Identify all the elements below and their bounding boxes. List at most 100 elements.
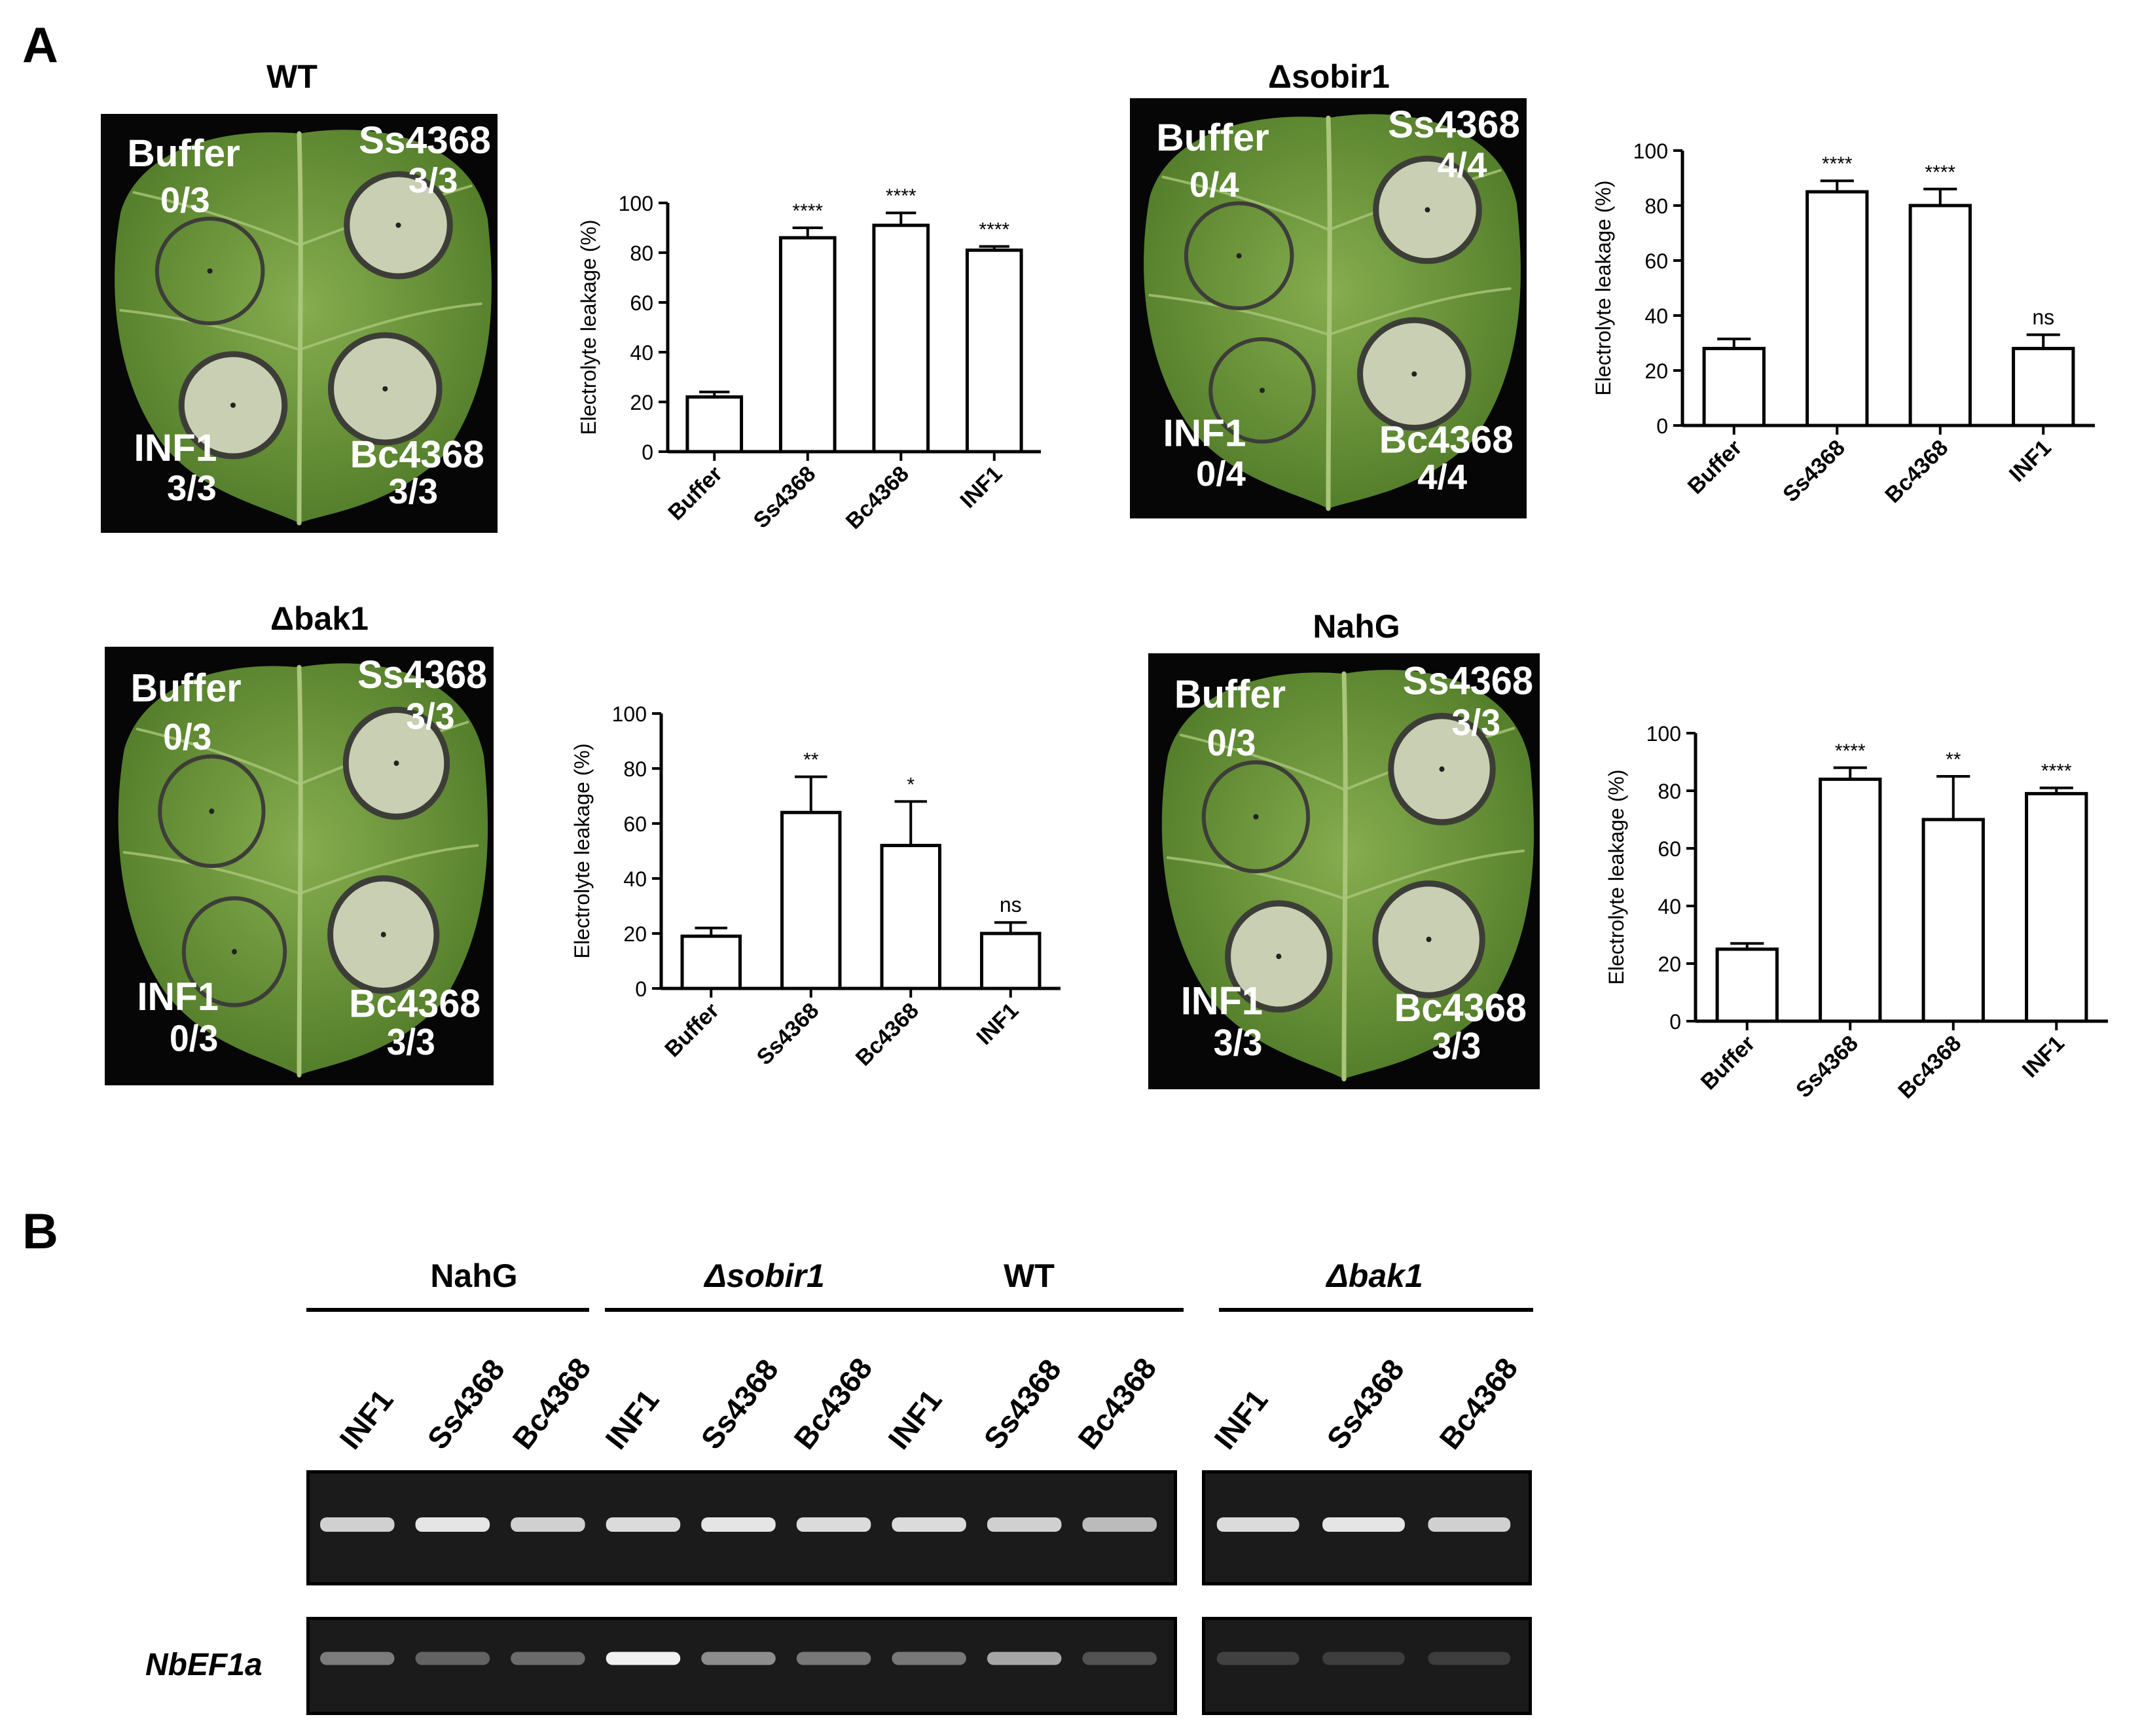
leaf-spot-score: 0/4 <box>1189 165 1239 205</box>
y-axis-label: Electrolyte leakage (%) <box>1605 769 1628 985</box>
gel-band <box>1082 1652 1157 1665</box>
y-tick-label: 0 <box>1656 414 1668 438</box>
leaf-photo-wt: Buffer 0/3 Ss4368 3/3 INF1 3/3 Bc4368 3/3 <box>101 114 498 533</box>
leaf-photo-nahg: Buffer 0/3 Ss4368 3/3 INF1 3/3 Bc4368 3/3 <box>1148 653 1540 1089</box>
gel-lane-label: Ss4368 <box>1320 1352 1411 1456</box>
injection-dot <box>395 223 401 228</box>
leaf-title-sobir1: Δsobir1 <box>1268 58 1390 95</box>
y-tick-label: 80 <box>630 242 653 265</box>
leaf-spot-score: 3/3 <box>388 471 438 511</box>
leaf-vein <box>299 844 479 895</box>
y-tick-label: 0 <box>1669 1010 1681 1034</box>
x-tick-label: INF1 <box>971 998 1023 1050</box>
significance-label: ** <box>1946 749 1961 770</box>
x-tick-label: Bc4368 <box>841 461 914 534</box>
gel-band <box>606 1517 681 1532</box>
x-tick-label: Ss4368 <box>749 461 821 533</box>
leaf-vein <box>1179 733 1345 791</box>
gel-band <box>796 1652 871 1665</box>
bar <box>778 236 837 454</box>
significance-label: ** <box>803 750 819 771</box>
leaf-spot-score: 0/3 <box>160 180 210 220</box>
gel-band <box>701 1517 776 1532</box>
y-tick-label: 0 <box>635 977 647 1001</box>
gel-band <box>415 1517 490 1532</box>
infiltration-spot <box>181 896 287 1007</box>
bar <box>2012 346 2075 427</box>
gel-lane-label: Ss4368 <box>694 1352 785 1456</box>
leaf-title-bak1: Δbak1 <box>270 600 369 637</box>
significance-label: ns <box>1000 893 1022 916</box>
injection-dot <box>209 808 215 814</box>
leaf-title-wt: WT <box>266 58 318 95</box>
gel-band <box>701 1652 776 1665</box>
leaf-spot-label: INF1 <box>1163 412 1246 455</box>
gel-group-label-bak1: Δbak1 <box>1326 1257 1423 1294</box>
leaf-spot-score: 3/3 <box>408 160 458 200</box>
gel-band <box>511 1652 585 1665</box>
gel-lane-label: INF1 <box>881 1383 949 1456</box>
y-axis-label: Electrolyte leakage (%) <box>570 743 594 958</box>
leaf-spot-score: 3/3 <box>1214 1022 1263 1063</box>
gel-lane-label: Bc4368 <box>787 1351 879 1456</box>
leaf-spot-score: 3/3 <box>167 468 217 508</box>
leaf-midrib <box>1326 115 1332 511</box>
gel-band <box>415 1652 490 1665</box>
injection-dot <box>1426 936 1432 943</box>
leaf-spot-label: Bc4368 <box>1394 986 1527 1030</box>
leaf-spot-label: Ss4368 <box>357 652 487 696</box>
x-tick-label: Buffer <box>1683 435 1747 499</box>
gel-group-bar <box>306 1308 589 1312</box>
gel-band <box>892 1652 966 1665</box>
leaf-spot-label: Bc4368 <box>349 981 481 1026</box>
gel-lane-label: INF1 <box>598 1383 666 1456</box>
leaf-spot-score: 4/4 <box>1417 457 1467 497</box>
injection-dot <box>1439 766 1445 772</box>
injection-dot <box>1276 953 1282 960</box>
gel-band <box>1428 1517 1511 1532</box>
leaf-vein <box>136 727 300 786</box>
y-tick-label: 20 <box>630 391 653 414</box>
infiltration-spot <box>1208 337 1316 444</box>
bar <box>680 934 742 990</box>
gel-band <box>1322 1652 1405 1665</box>
injection-dot <box>393 760 399 767</box>
gel-band <box>511 1517 585 1532</box>
gel-band <box>987 1517 1062 1532</box>
bar <box>1921 818 1985 1023</box>
significance-label: **** <box>1822 153 1853 175</box>
y-tick-label: 100 <box>1646 722 1681 746</box>
infiltration-spot <box>1201 760 1311 874</box>
gel-band <box>796 1517 871 1532</box>
y-tick-label: 20 <box>623 922 647 946</box>
x-tick-label: INF1 <box>955 461 1007 513</box>
leaf-spot-score: 3/3 <box>387 1021 435 1063</box>
gel-band <box>1082 1517 1157 1532</box>
y-tick-label: 20 <box>1658 952 1681 976</box>
gel-band <box>1216 1652 1299 1665</box>
leaf-spot-label: Bc4368 <box>1379 419 1514 461</box>
y-tick-label: 100 <box>619 192 653 215</box>
significance-label: **** <box>2041 761 2072 782</box>
bar <box>2025 791 2088 1023</box>
gel-band <box>606 1652 681 1665</box>
bar <box>1819 777 1882 1023</box>
y-tick-label: 80 <box>1658 780 1681 803</box>
bar <box>880 844 941 990</box>
x-tick-label: Bc4368 <box>1880 435 1953 508</box>
leaf-spot-score: 0/3 <box>170 1017 218 1059</box>
y-axis-label: Electrolyte leakage (%) <box>1591 180 1615 395</box>
significance-label: * <box>907 774 915 795</box>
significance-label: **** <box>792 200 823 222</box>
leaf-vein <box>1343 849 1525 900</box>
leaf-spot-label: Buffer <box>127 132 240 175</box>
leaf-midrib <box>1341 671 1348 1082</box>
leaf-spot-score: 3/3 <box>1432 1025 1481 1066</box>
leaf-title-nahg: NahG <box>1313 608 1400 645</box>
leaf-spot-score: 0/3 <box>163 716 211 758</box>
bar <box>980 931 1042 990</box>
gel-lane-label: Bc4368 <box>505 1351 598 1456</box>
x-tick-label: Buffer <box>663 461 727 526</box>
injection-dot <box>380 931 386 937</box>
leaf-spot-label: Buffer <box>131 666 242 710</box>
